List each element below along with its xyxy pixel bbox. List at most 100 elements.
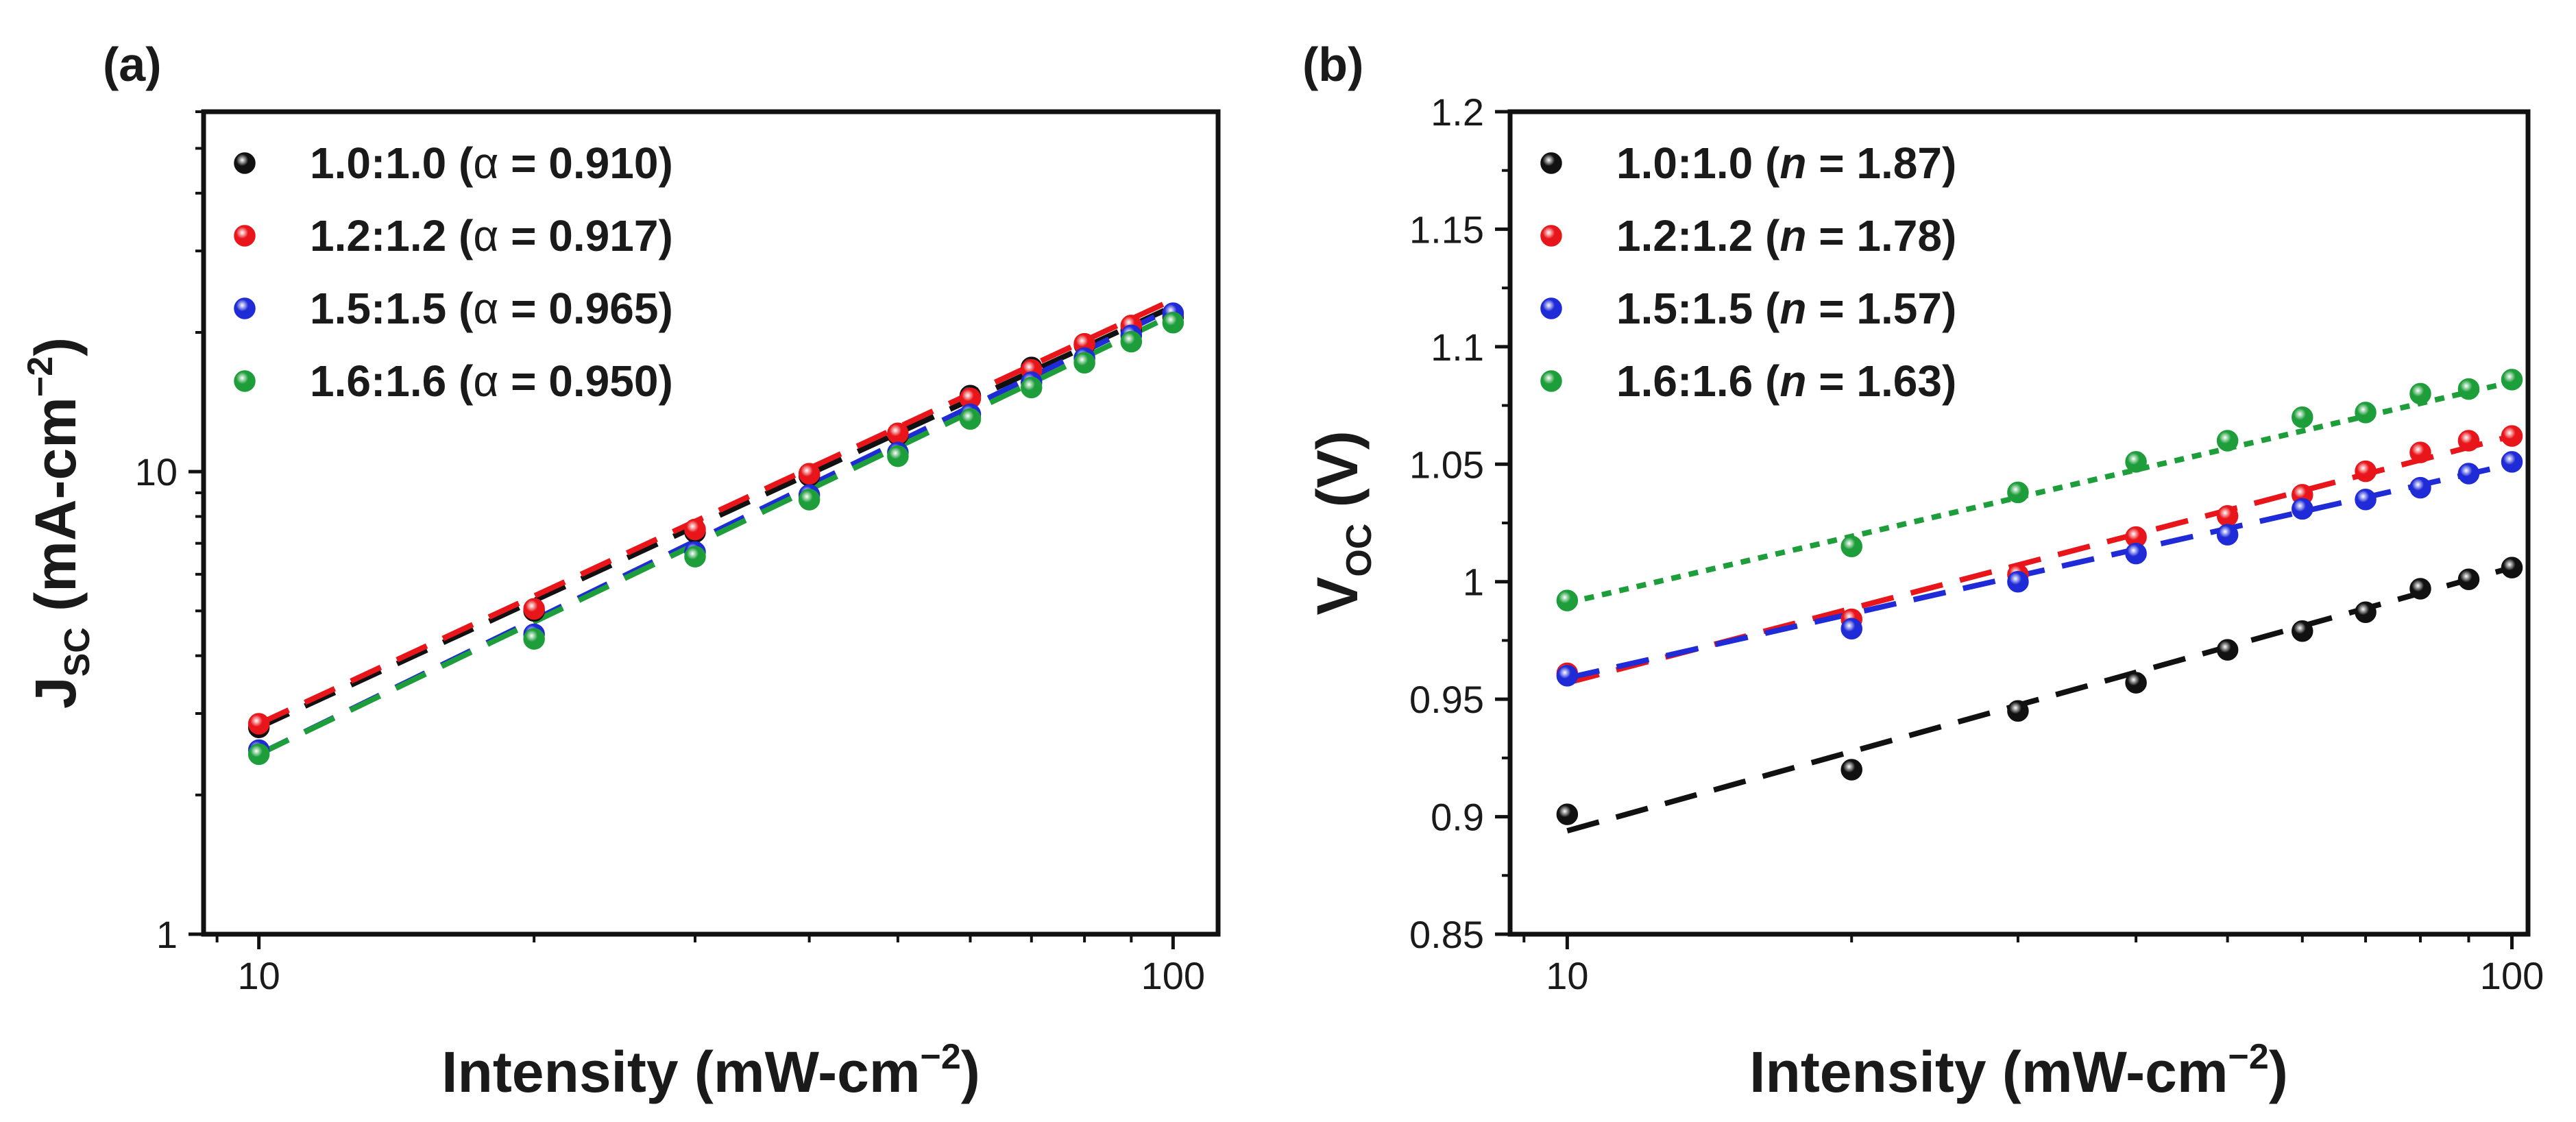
x-tick-label: 100 bbox=[2480, 954, 2544, 997]
legend-entry: 1.6:1.6 (α = 0.950) bbox=[310, 356, 673, 406]
data-point bbox=[1840, 618, 1862, 640]
data-point bbox=[523, 598, 545, 620]
x-axis-title-sup: −2 bbox=[2228, 1037, 2269, 1077]
data-point bbox=[2457, 378, 2480, 400]
legend-entry: 1.6:1.6 (n = 1.63) bbox=[1616, 356, 1956, 406]
data-point bbox=[2409, 476, 2431, 499]
legend-value: = 1.63) bbox=[1806, 356, 1956, 406]
series-points bbox=[1556, 557, 2523, 825]
legend-name: 1.2:1.2 ( bbox=[1616, 211, 1780, 260]
y-tick-label: 1.05 bbox=[1409, 443, 1484, 486]
data-point bbox=[959, 408, 982, 430]
data-point bbox=[2355, 460, 2377, 483]
data-point bbox=[798, 489, 821, 511]
data-point bbox=[887, 422, 909, 445]
data-point bbox=[2216, 504, 2239, 527]
legend-marker bbox=[1540, 225, 1562, 247]
y-axis-title-sub: OC bbox=[1339, 524, 1379, 577]
data-point bbox=[2216, 524, 2239, 546]
data-point bbox=[1073, 352, 1095, 374]
data-point bbox=[2501, 425, 2523, 447]
y-axis-title-sub: SC bbox=[58, 627, 97, 676]
x-axis-title: Intensity (mW-cm−2) bbox=[441, 1037, 980, 1104]
plot-frame bbox=[1507, 109, 2531, 937]
legend-symbol: n bbox=[1779, 356, 1806, 406]
y-tick-label: 0.85 bbox=[1409, 913, 1484, 956]
y-tick-label: 1 bbox=[156, 913, 178, 956]
x-axis-title: Intensity (mW-cm−2) bbox=[1749, 1037, 2288, 1104]
data-point bbox=[2355, 488, 2377, 511]
series-points bbox=[247, 311, 1184, 766]
series-points bbox=[1556, 369, 2523, 611]
series-points bbox=[1556, 451, 2523, 687]
data-point bbox=[798, 463, 821, 485]
data-point bbox=[1840, 535, 1862, 558]
data-point bbox=[2216, 430, 2239, 452]
data-point bbox=[2007, 570, 2029, 593]
y-axis-title-main: J bbox=[23, 676, 88, 709]
y-axis-title-tail: ) bbox=[23, 337, 88, 356]
legend-marker bbox=[1540, 297, 1562, 319]
legend-marker bbox=[1540, 152, 1562, 174]
data-point bbox=[1021, 376, 1043, 399]
data-point bbox=[684, 518, 706, 541]
legend-value: = 0.950) bbox=[498, 356, 672, 406]
x-axis-title-tail: ) bbox=[2269, 1040, 2288, 1104]
data-point bbox=[2409, 382, 2431, 405]
data-point bbox=[2292, 406, 2313, 428]
legend-marker bbox=[234, 370, 256, 392]
legend-symbol: α bbox=[473, 211, 498, 260]
data-point bbox=[2457, 430, 2480, 452]
y-axis-title-rest: (mA-cm bbox=[23, 397, 88, 627]
x-axis-title-tail: ) bbox=[961, 1040, 980, 1104]
data-point bbox=[2409, 441, 2431, 463]
data-point bbox=[2007, 700, 2029, 722]
fit-line bbox=[1566, 565, 2513, 833]
legend-name: 1.0:1.0 ( bbox=[1616, 138, 1780, 188]
legend-value: = 1.78) bbox=[1806, 211, 1956, 260]
legend-symbol: α bbox=[473, 284, 498, 333]
data-point bbox=[2501, 369, 2523, 391]
y-tick-label: 1.1 bbox=[1431, 326, 1484, 369]
data-point bbox=[1556, 803, 1579, 825]
legend-value: = 0.910) bbox=[498, 138, 672, 188]
legend-value: = 0.917) bbox=[498, 211, 672, 260]
legend-symbol: α bbox=[473, 356, 498, 406]
y-axis-title-rest: (V) bbox=[1305, 430, 1370, 523]
y-axis-title: JSC (mA-cm−2) bbox=[21, 337, 97, 709]
data-point bbox=[2501, 557, 2523, 578]
x-axis-title-main: Intensity (mW-cm bbox=[441, 1040, 920, 1104]
y-tick-label: 1.15 bbox=[1409, 208, 1484, 251]
legend-value: = 1.57) bbox=[1806, 284, 1956, 333]
legend-entry: 1.2:1.2 (α = 0.917) bbox=[310, 211, 673, 260]
legend-name: 1.6:1.6 ( bbox=[310, 356, 474, 406]
legend-marker bbox=[1540, 370, 1562, 392]
legend-symbol: n bbox=[1779, 138, 1806, 188]
legend-value: = 1.87) bbox=[1806, 138, 1956, 188]
data-point bbox=[2292, 620, 2313, 642]
x-tick-label: 10 bbox=[1546, 954, 1588, 997]
legend-symbol: n bbox=[1779, 284, 1806, 333]
fit-line bbox=[1566, 379, 2513, 606]
data-point bbox=[2125, 451, 2147, 473]
plot-frame bbox=[201, 109, 1221, 937]
legend-entry: 1.0:1.0 (n = 1.87) bbox=[1616, 138, 1956, 188]
legend-name: 1.5:1.5 ( bbox=[310, 284, 474, 333]
panel-label: (a) bbox=[103, 38, 162, 91]
y-tick-label: 0.95 bbox=[1409, 678, 1484, 721]
y-axis-title-sup: −2 bbox=[21, 356, 60, 397]
data-point bbox=[1120, 330, 1143, 353]
data-point bbox=[684, 546, 706, 568]
data-point bbox=[1162, 311, 1184, 334]
data-point bbox=[1840, 759, 1862, 781]
panel-label: (b) bbox=[1302, 38, 1363, 91]
legend-entry: 1.5:1.5 (α = 0.965) bbox=[310, 284, 673, 333]
data-point bbox=[2457, 568, 2480, 591]
x-tick-label: 100 bbox=[1141, 954, 1205, 997]
y-tick-label: 10 bbox=[135, 450, 178, 493]
data-point bbox=[2007, 481, 2029, 504]
legend-symbol: n bbox=[1779, 211, 1806, 260]
data-point bbox=[2355, 601, 2377, 624]
